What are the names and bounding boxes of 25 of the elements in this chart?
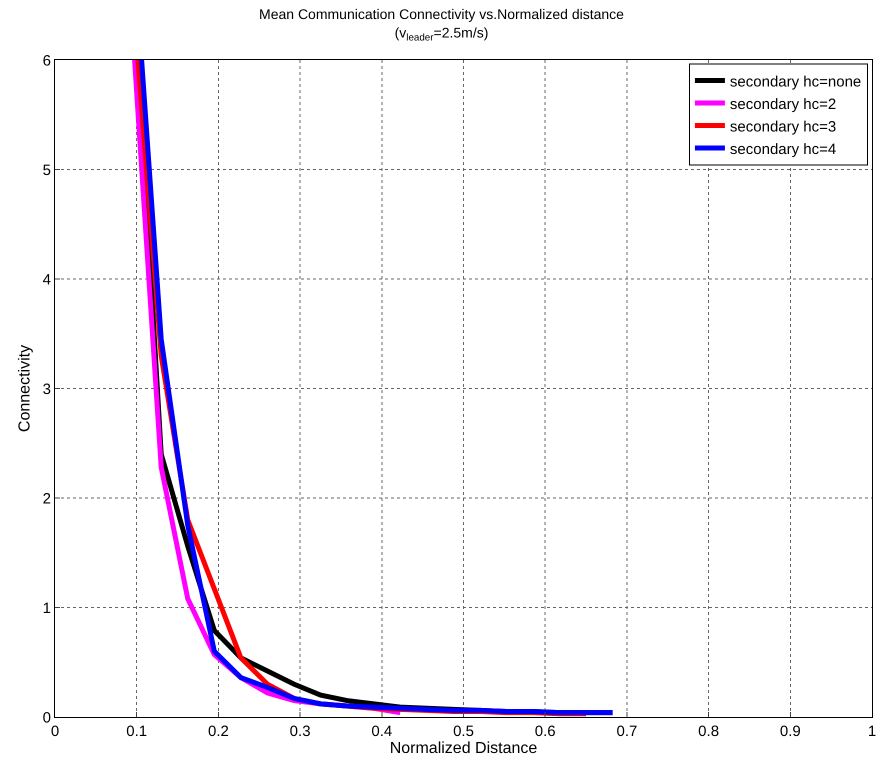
x-tick-label: 0.8 — [698, 723, 720, 740]
x-tick-label: 0.1 — [126, 723, 148, 740]
x-tick-label: 0.6 — [534, 723, 556, 740]
legend-label: secondary hc=3 — [730, 118, 836, 136]
y-tick-label: 6 — [42, 52, 51, 70]
y-tick-label: 1 — [42, 600, 51, 617]
y-tick-label: 2 — [42, 490, 51, 508]
x-tick-label: 0.3 — [290, 723, 311, 740]
y-tick-label: 3 — [42, 380, 51, 398]
y-tick-label: 5 — [42, 162, 51, 179]
legend-label: secondary hc=2 — [730, 96, 836, 113]
y-axis-title: Connectivity — [16, 344, 34, 432]
x-tick-label: 0.7 — [616, 723, 638, 740]
legend-label: secondary hc=4 — [730, 140, 836, 158]
x-tick-label: 0.5 — [453, 723, 474, 740]
chart-subtitle: (v$_{leader}$=2.5m/s) — [394, 24, 488, 44]
chart-title: Mean Communication Connectivity vs.Normalized distance — [259, 6, 624, 22]
x-tick-label: 1 — [868, 723, 876, 740]
x-tick-label: 0.4 — [371, 723, 392, 740]
y-tick-label: 4 — [42, 271, 51, 288]
legend-label: secondary hc=none — [730, 73, 862, 90]
y-tick-label: 0 — [42, 709, 51, 726]
x-axis-title: Normalized Distance — [390, 740, 538, 757]
x-tick-label: 0.9 — [780, 723, 801, 740]
x-tick-label: 0.2 — [208, 723, 229, 740]
